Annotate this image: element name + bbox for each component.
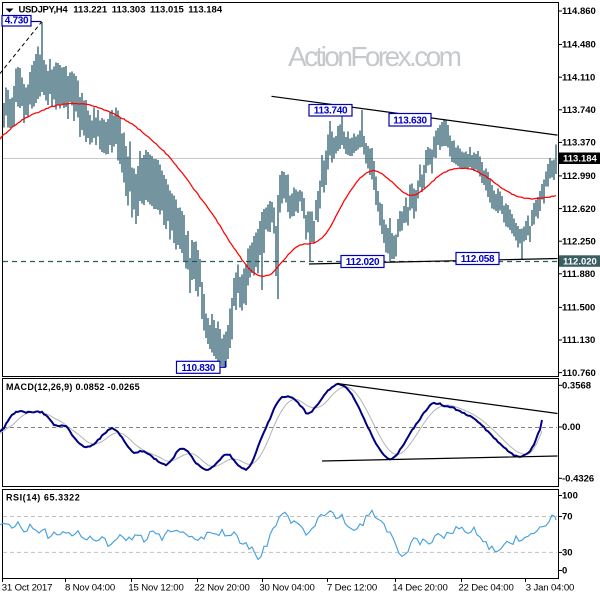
svg-text:112.020: 112.020	[346, 257, 380, 268]
svg-text:111.500: 111.500	[562, 303, 595, 314]
svg-text:0.00: 0.00	[562, 422, 581, 433]
svg-text:110.760: 110.760	[562, 368, 596, 379]
svg-text:113.740: 113.740	[314, 106, 348, 117]
svg-text:114.480: 114.480	[562, 40, 596, 51]
svg-text:7 Dec 12:00: 7 Dec 12:00	[327, 583, 377, 594]
svg-text:70: 70	[562, 512, 573, 523]
svg-text:0.3568: 0.3568	[562, 381, 591, 392]
svg-text:113.740: 113.740	[562, 105, 596, 116]
svg-text:113.303: 113.303	[112, 5, 146, 16]
svg-text:110.830: 110.830	[182, 363, 216, 374]
svg-text:ActionForex.com: ActionForex.com	[288, 41, 462, 72]
svg-text:USDJPY,H4: USDJPY,H4	[19, 5, 69, 16]
svg-text:112.990: 112.990	[562, 171, 596, 182]
svg-text:-0.4326: -0.4326	[562, 474, 594, 485]
svg-text:113.370: 113.370	[562, 138, 596, 149]
svg-text:114.860: 114.860	[562, 6, 596, 17]
svg-text:30 Nov 04:00: 30 Nov 04:00	[259, 583, 314, 594]
svg-text:111.880: 111.880	[562, 269, 595, 280]
svg-text:3 Jan 04:00: 3 Jan 04:00	[526, 583, 575, 594]
svg-text:0: 0	[562, 566, 567, 577]
svg-text:112.020: 112.020	[563, 256, 597, 267]
svg-text:113.015: 113.015	[150, 5, 185, 16]
svg-text:112.620: 112.620	[562, 204, 596, 215]
svg-text:114.110: 114.110	[562, 72, 595, 83]
svg-text:RSI(14) 65.3322: RSI(14) 65.3322	[6, 493, 80, 503]
svg-text:112.250: 112.250	[562, 236, 596, 247]
svg-text:4.730: 4.730	[5, 16, 29, 27]
svg-text:MACD(12,26,9) 0.0852 -0.0265: MACD(12,26,9) 0.0852 -0.0265	[6, 382, 140, 392]
svg-text:113.184: 113.184	[563, 154, 598, 165]
svg-text:113.221: 113.221	[73, 5, 108, 16]
svg-text:112.058: 112.058	[461, 254, 495, 265]
svg-text:113.184: 113.184	[188, 5, 223, 16]
svg-text:22 Nov 20:00: 22 Nov 20:00	[194, 583, 249, 594]
svg-text:31 Oct 2017: 31 Oct 2017	[2, 583, 53, 594]
svg-text:8 Nov 04:00: 8 Nov 04:00	[65, 583, 115, 594]
svg-text:111.130: 111.130	[562, 335, 595, 346]
svg-text:30: 30	[562, 548, 573, 559]
svg-text:15 Nov 12:00: 15 Nov 12:00	[128, 583, 183, 594]
svg-text:100: 100	[562, 491, 578, 502]
svg-text:113.630: 113.630	[393, 116, 427, 127]
svg-text:22 Dec 04:00: 22 Dec 04:00	[458, 583, 513, 594]
svg-text:14 Dec 20:00: 14 Dec 20:00	[392, 583, 447, 594]
